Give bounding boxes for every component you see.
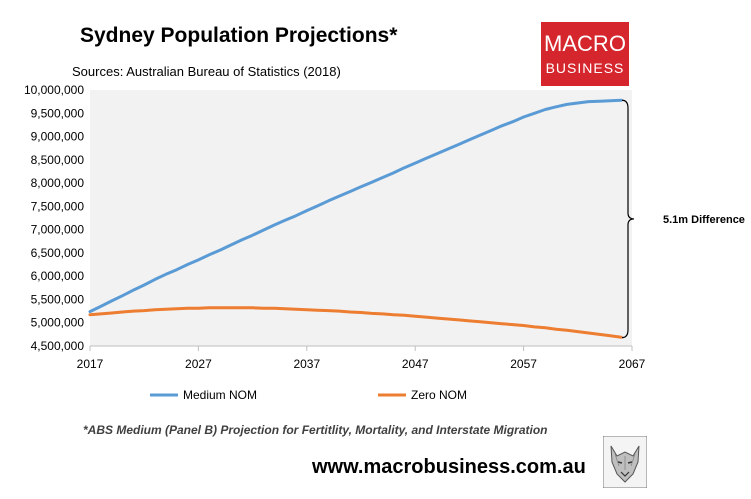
x-tick-label: 2017 [77, 357, 104, 371]
y-tick-label: 4,500,000 [31, 339, 85, 353]
y-tick-label: 7,000,000 [31, 223, 85, 237]
x-tick-label: 2057 [510, 357, 537, 371]
y-tick-label: 6,000,000 [31, 269, 85, 283]
x-tick-label: 2047 [402, 357, 429, 371]
footnote: *ABS Medium (Panel B) Projection for Fer… [83, 423, 548, 437]
x-tick-label: 2037 [293, 357, 320, 371]
y-tick-label: 10,000,000 [24, 83, 84, 97]
y-tick-label: 5,500,000 [31, 292, 85, 306]
logo-line-2: BUSINESS [545, 60, 625, 76]
series-line-zero-nom [88, 306, 623, 339]
difference-annotation: 5.1m Difference [663, 214, 745, 226]
logo-line-1: MACRO [544, 31, 626, 56]
y-tick-label: 9,500,000 [31, 106, 85, 120]
series-line-medium-nom [88, 98, 623, 314]
plot-area [90, 90, 632, 346]
macrobusiness-logo: MACRO BUSINESS [541, 22, 629, 86]
x-tick-label: 2027 [185, 357, 212, 371]
website-url[interactable]: www.macrobusiness.com.au [312, 456, 586, 478]
y-tick-label: 6,500,000 [31, 246, 85, 260]
legend-label: Zero NOM [411, 388, 467, 402]
y-tick-label: 7,500,000 [31, 199, 85, 213]
y-tick-label: 5,000,000 [31, 316, 85, 330]
legend-label: Medium NOM [183, 388, 257, 402]
x-tick-label: 2067 [619, 357, 646, 371]
chart-title: Sydney Population Projections* [80, 24, 398, 47]
difference-brace [621, 99, 635, 339]
y-tick-label: 9,000,000 [31, 130, 85, 144]
wolf-logo-icon [603, 436, 647, 488]
y-tick-label: 8,500,000 [31, 153, 85, 167]
chart-source: Sources: Australian Bureau of Statistics… [72, 64, 341, 79]
population-line-chart: 4,500,000 5,000,000 5,500,000 6,000,000 6,50… [24, 83, 745, 402]
y-tick-label: 8,000,000 [31, 176, 85, 190]
